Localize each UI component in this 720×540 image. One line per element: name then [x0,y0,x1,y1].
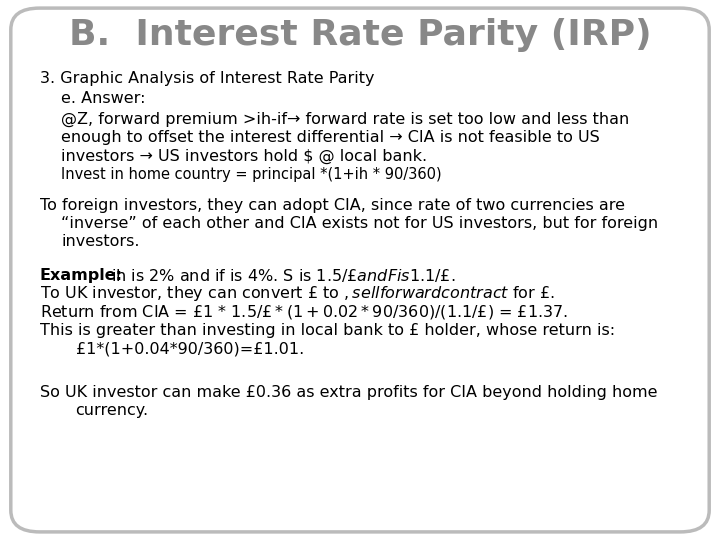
Text: ih is 2% and if is 4%. S is $1.5/£ and F is $1.1/£.: ih is 2% and if is 4%. S is $1.5/£ and F… [106,267,455,284]
Text: So UK investor can make £0.36 as extra profits for CIA beyond holding home: So UK investor can make £0.36 as extra p… [40,384,657,400]
Text: Invest in home country = principal *(1+ih * 90/360): Invest in home country = principal *(1+i… [61,167,442,182]
Text: @Z, forward premium >ih-if→ forward rate is set too low and less than: @Z, forward premium >ih-if→ forward rate… [61,112,629,127]
Text: B.  Interest Rate Parity (IRP): B. Interest Rate Parity (IRP) [68,18,652,52]
Text: “inverse” of each other and CIA exists not for US investors, but for foreign: “inverse” of each other and CIA exists n… [61,216,658,231]
Text: To foreign investors, they can adopt CIA, since rate of two currencies are: To foreign investors, they can adopt CIA… [40,198,625,213]
Text: 3. Graphic Analysis of Interest Rate Parity: 3. Graphic Analysis of Interest Rate Par… [40,71,374,86]
Text: Example:: Example: [40,268,122,283]
Text: £1*(1+0.04*90/360)=£1.01.: £1*(1+0.04*90/360)=£1.01. [76,341,304,356]
FancyBboxPatch shape [11,8,709,532]
Text: enough to offset the interest differential → CIA is not feasible to US: enough to offset the interest differenti… [61,130,600,145]
Text: This is greater than investing in local bank to £ holder, whose return is:: This is greater than investing in local … [40,323,615,338]
Text: investors → US investors hold $ @ local bank.: investors → US investors hold $ @ local … [61,148,428,164]
Text: currency.: currency. [76,403,149,418]
Text: To UK investor, they can convert £ to $, sell forward contract $ for £.: To UK investor, they can convert £ to $,… [40,284,554,303]
Text: investors.: investors. [61,234,140,249]
Text: e. Answer:: e. Answer: [61,91,145,106]
Text: Return from CIA = £1 * $1.5/£ *(1+ 0.02 * 90/360)/ ($1.1/£) = £1.37.: Return from CIA = £1 * $1.5/£ *(1+ 0.02 … [40,303,568,321]
